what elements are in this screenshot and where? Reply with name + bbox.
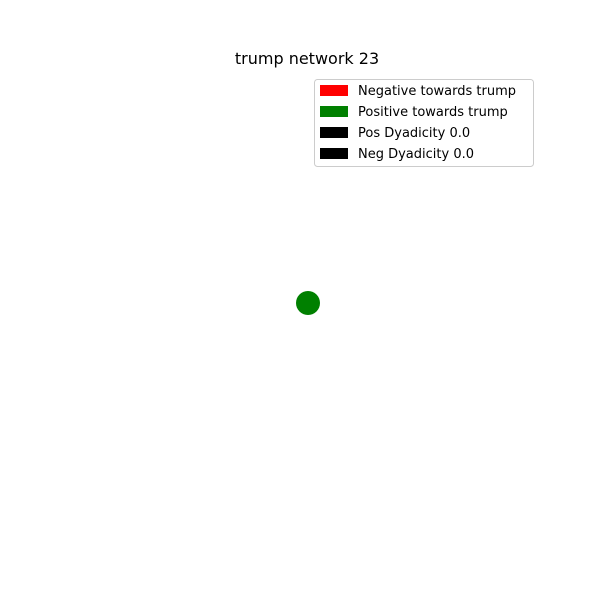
legend-item-neg-dyadicity: Neg Dyadicity 0.0: [320, 147, 474, 162]
node-layer: [296, 291, 320, 315]
figure-title: trump network 23: [235, 49, 379, 68]
legend: Negative towards trump Positive towards …: [314, 79, 534, 167]
legend-item-negative: Negative towards trump: [320, 84, 516, 99]
legend-item-positive: Positive towards trump: [320, 105, 508, 120]
legend-swatch-negative: [320, 85, 348, 96]
network-node: [296, 291, 320, 315]
legend-frame: [314, 79, 534, 167]
legend-swatch-pos-dyadicity: [320, 127, 348, 138]
legend-swatch-neg-dyadicity: [320, 148, 348, 159]
legend-label-positive: Positive towards trump: [358, 105, 508, 120]
legend-label-neg-dyadicity: Neg Dyadicity 0.0: [358, 147, 474, 162]
legend-label-negative: Negative towards trump: [358, 84, 516, 99]
legend-swatch-positive: [320, 106, 348, 117]
legend-item-pos-dyadicity: Pos Dyadicity 0.0: [320, 126, 470, 141]
legend-label-pos-dyadicity: Pos Dyadicity 0.0: [358, 126, 470, 141]
